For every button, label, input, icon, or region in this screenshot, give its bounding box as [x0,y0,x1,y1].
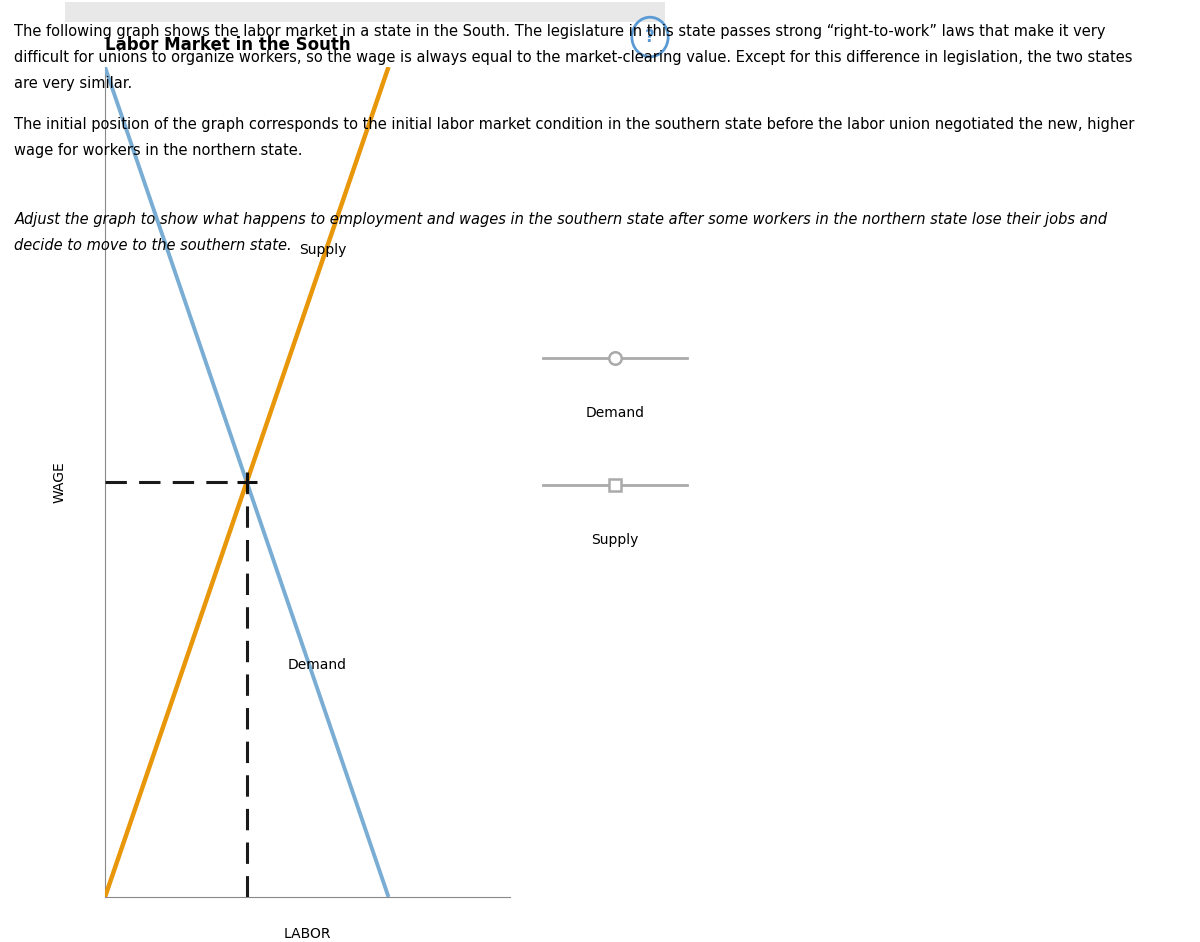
Text: The following graph shows the labor market in a state in the South. The legislat: The following graph shows the labor mark… [14,24,1106,39]
Text: ?: ? [646,28,655,46]
Text: Supply: Supply [300,243,347,256]
Text: difficult for unions to organize workers, so the wage is always equal to the mar: difficult for unions to organize workers… [14,50,1133,65]
Text: The initial position of the graph corresponds to the initial labor market condit: The initial position of the graph corres… [14,117,1135,132]
Text: Demand: Demand [586,406,644,420]
Text: Supply: Supply [592,533,638,547]
Text: LABOR: LABOR [283,927,331,941]
Text: Adjust the graph to show what happens to employment and wages in the southern st: Adjust the graph to show what happens to… [14,212,1108,227]
Bar [65,2,665,22]
Text: Demand: Demand [287,658,347,672]
Text: WAGE: WAGE [53,462,66,503]
Text: are very similar.: are very similar. [14,76,133,91]
Text: decide to move to the southern state.: decide to move to the southern state. [14,238,292,253]
Text: Labor Market in the South: Labor Market in the South [106,37,350,55]
Text: wage for workers in the northern state.: wage for workers in the northern state. [14,143,302,158]
